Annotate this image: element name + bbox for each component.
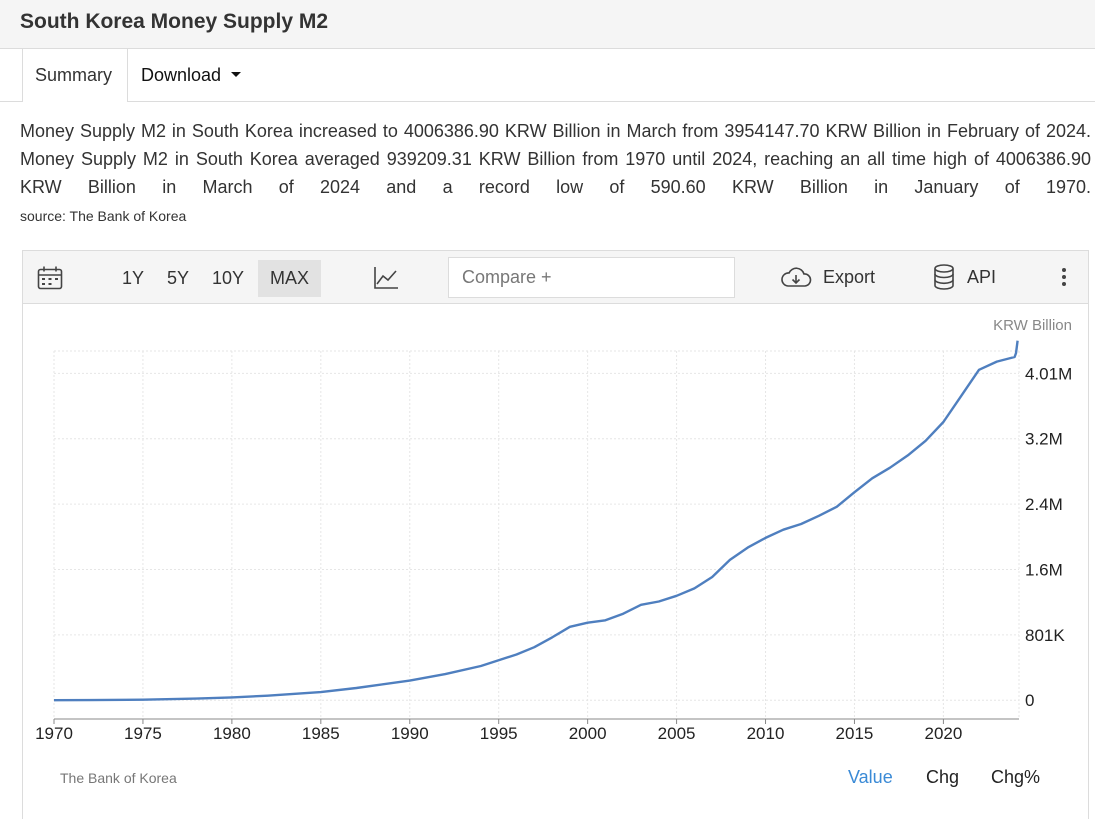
range-10y-button[interactable]: 10Y xyxy=(212,268,245,288)
x-tick-label: 1980 xyxy=(213,724,251,743)
calendar-icon[interactable] xyxy=(37,266,63,295)
x-tick-label: 1985 xyxy=(302,724,340,743)
line-chart-icon[interactable] xyxy=(373,266,399,295)
api-button[interactable]: API xyxy=(967,267,997,287)
cloud-download-icon[interactable] xyxy=(780,265,812,294)
tab-bar: Summary Download xyxy=(0,49,1095,103)
compare-input[interactable]: Compare + xyxy=(448,257,735,298)
unit-label: KRW Billion xyxy=(993,317,1072,334)
y-tick-label: 2.4M xyxy=(1025,495,1063,514)
database-icon[interactable] xyxy=(933,264,955,295)
y-tick-label: 4.01M xyxy=(1025,364,1072,383)
series-line-0 xyxy=(53,340,1019,702)
range-5y-button[interactable]: 5Y xyxy=(167,268,190,288)
x-tick-label: 2005 xyxy=(658,724,696,743)
line-chart: 0 801K 1.6M 2.4M 3.2M 4.01M 1970 1975 1980 1985 19… xyxy=(35,340,1072,743)
range-1y-button[interactable]: 1Y xyxy=(122,268,145,288)
caret-down-icon xyxy=(231,71,242,77)
export-button[interactable]: Export xyxy=(823,267,876,287)
x-tick-label: 1995 xyxy=(480,724,518,743)
title-bar: South Korea Money Supply M2 xyxy=(0,0,1095,49)
tab-download[interactable]: Download xyxy=(141,65,242,86)
summary-paragraph: Money Supply M2 in South Korea increased… xyxy=(20,121,1091,197)
x-tick-label: 2000 xyxy=(569,724,607,743)
x-tick-label: 2020 xyxy=(924,724,962,743)
chart-toolbar: 1Y 5Y 10Y MAX Compare + Export API xyxy=(23,251,1088,304)
source-text: source: The Bank of Korea xyxy=(20,208,187,224)
tab-download-label: Download xyxy=(141,65,222,85)
x-tick-label: 1975 xyxy=(124,724,162,743)
tab-summary[interactable]: Summary xyxy=(22,49,128,103)
chart-panel: 1Y 5Y 10Y MAX Compare + Export API KRW B… xyxy=(22,250,1089,819)
y-tick-label: 0 xyxy=(1025,691,1034,710)
range-max-button[interactable]: MAX xyxy=(258,260,321,297)
x-tick-label: 2010 xyxy=(747,724,785,743)
chart-source: The Bank of Korea xyxy=(60,770,177,786)
page-title: South Korea Money Supply M2 xyxy=(20,10,329,33)
x-tick-label: 1990 xyxy=(391,724,429,743)
y-tick-label: 3.2M xyxy=(1025,430,1063,449)
x-tick-label: 1970 xyxy=(35,724,73,743)
more-vertical-icon[interactable] xyxy=(1061,267,1067,292)
value-toggle[interactable]: Value xyxy=(848,767,893,787)
chg-toggle[interactable]: Chg xyxy=(926,767,960,787)
x-tick-label: 2015 xyxy=(836,724,874,743)
y-tick-label: 801K xyxy=(1025,626,1065,645)
y-tick-label: 1.6M xyxy=(1025,560,1063,579)
chgpct-toggle[interactable]: Chg% xyxy=(991,767,1041,787)
